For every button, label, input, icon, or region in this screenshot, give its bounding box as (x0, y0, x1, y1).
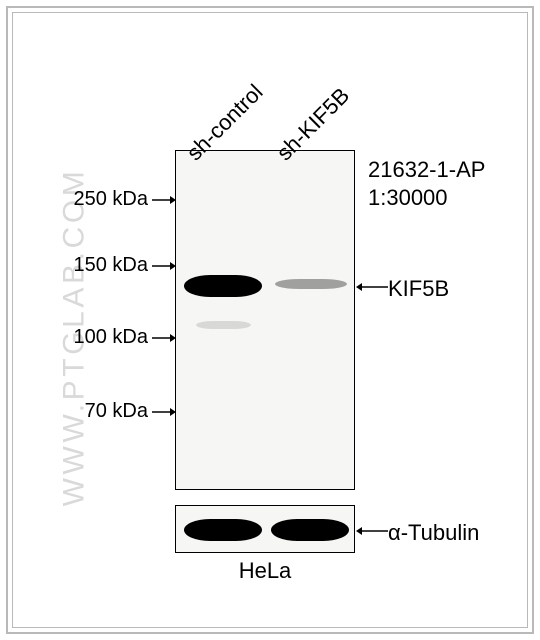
target-protein-label: KIF5B (388, 276, 449, 302)
band-faint-lane1 (196, 321, 251, 329)
band-tubulin-lane1 (184, 519, 262, 541)
loading-control-label: α-Tubulin (388, 520, 479, 546)
mw-label: 100 kDa (74, 326, 149, 349)
antibody-dilution: 1:30000 (368, 184, 485, 212)
band-kif5b-lane2 (275, 279, 347, 289)
blot-top-panel (175, 150, 355, 490)
blot-bottom-panel (175, 505, 355, 553)
band-kif5b-lane1 (184, 275, 262, 297)
mw-arrow-icon (152, 193, 176, 207)
mw-label: 250 kDa (74, 188, 149, 211)
mw-label: 150 kDa (74, 254, 149, 277)
antibody-info: 21632-1-AP 1:30000 (368, 156, 485, 211)
mw-arrow-icon (152, 259, 176, 273)
mw-arrow-icon (152, 331, 176, 345)
antibody-catalog: 21632-1-AP (368, 156, 485, 184)
mw-arrow-icon (152, 405, 176, 419)
target-arrow-icon (356, 280, 388, 294)
cell-line-label: HeLa (175, 558, 355, 584)
loading-arrow-icon (356, 524, 388, 538)
mw-label: 70 kDa (85, 400, 148, 423)
band-tubulin-lane2 (271, 519, 349, 541)
